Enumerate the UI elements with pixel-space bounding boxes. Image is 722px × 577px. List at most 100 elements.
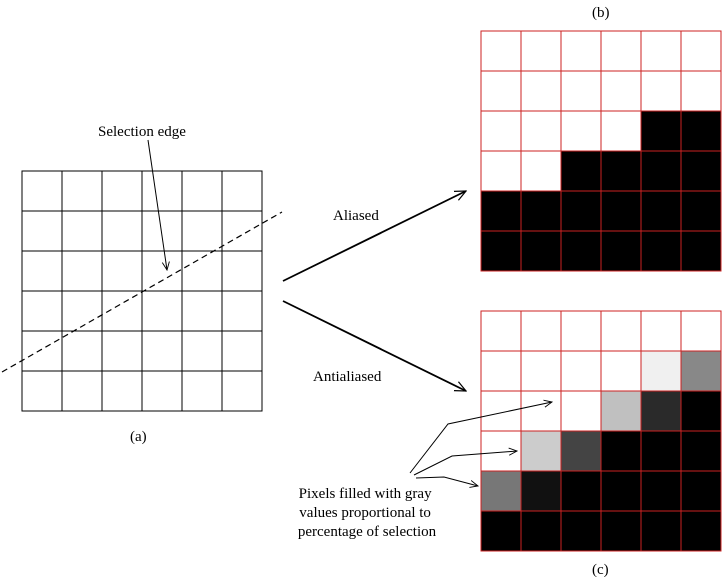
- antialiased-cell-r3c2: [560, 430, 602, 472]
- antialiased-cell-r3c4: [640, 430, 682, 472]
- antialiased-cell-r2c2: [560, 390, 602, 432]
- label-b: (b): [592, 5, 610, 21]
- gray-pixel-pointers: [409, 402, 552, 486]
- aliased-cell-r5c4: [640, 230, 682, 272]
- aliased-cell-r5c5: [680, 230, 722, 272]
- source-cell-r2c5: [221, 250, 263, 292]
- aliased-cell-r3c5: [680, 150, 722, 192]
- antialiased-cell-r4c5: [680, 470, 722, 512]
- antialiased-cell-r0c3: [600, 310, 642, 352]
- source-cell-r4c1: [61, 330, 103, 372]
- antialiased-cell-r2c4: [640, 390, 682, 432]
- aliased-cell-r5c1: [520, 230, 562, 272]
- pointer-to-row5: [415, 476, 478, 486]
- aliased-cell-r0c2: [560, 30, 602, 72]
- source-cell-r0c0: [21, 170, 63, 212]
- pixels-note-line1: Pixels filled with gray: [299, 486, 432, 502]
- source-cell-r2c2: [101, 250, 143, 292]
- antialiased-cell-r3c1: [520, 430, 562, 472]
- antialiased-arrow: [282, 300, 466, 392]
- source-cell-r5c2: [101, 370, 143, 412]
- aliased-cell-r3c1: [520, 150, 562, 192]
- source-cell-r1c4: [181, 210, 223, 252]
- aliased-cell-r3c3: [600, 150, 642, 192]
- aliased-pixel-grid: [480, 30, 722, 272]
- antialiased-cell-r2c0: [480, 390, 522, 432]
- aliased-arrow: [282, 190, 466, 282]
- aliased-cell-r2c3: [600, 110, 642, 152]
- aliased-cell-r3c4: [640, 150, 682, 192]
- antialiased-cell-r1c2: [560, 350, 602, 392]
- antialiased-cell-r4c0: [480, 470, 522, 512]
- source-cell-r0c5: [221, 170, 263, 212]
- aliased-cell-r2c4: [640, 110, 682, 152]
- antialiased-cell-r4c4: [640, 470, 682, 512]
- antialiased-cell-r5c2: [560, 510, 602, 552]
- antialiased-cell-r5c1: [520, 510, 562, 552]
- source-cell-r1c0: [21, 210, 63, 252]
- antialiased-pixel-grid: [480, 310, 722, 552]
- antialiased-cell-r0c0: [480, 310, 522, 352]
- aliased-cell-r4c5: [680, 190, 722, 232]
- aliased-cell-r3c2: [560, 150, 602, 192]
- selection-edge-label: Selection edge: [98, 124, 186, 140]
- antialiased-cell-r2c3: [600, 390, 642, 432]
- source-cell-r3c0: [21, 290, 63, 332]
- antialiased-cell-r5c3: [600, 510, 642, 552]
- source-cell-r5c4: [181, 370, 223, 412]
- source-cell-r1c2: [101, 210, 143, 252]
- antialiased-cell-r3c5: [680, 430, 722, 472]
- antialiased-cell-r2c5: [680, 390, 722, 432]
- label-a: (a): [130, 429, 147, 445]
- aliased-cell-r0c0: [480, 30, 522, 72]
- antialiased-cell-r0c1: [520, 310, 562, 352]
- aliased-cell-r2c0: [480, 110, 522, 152]
- antialiased-cell-r4c3: [600, 470, 642, 512]
- aliased-cell-r1c0: [480, 70, 522, 112]
- aliased-cell-r4c2: [560, 190, 602, 232]
- source-cell-r4c5: [221, 330, 263, 372]
- antialiased-cell-r5c4: [640, 510, 682, 552]
- source-cell-r5c3: [141, 370, 183, 412]
- label-c: (c): [592, 562, 609, 577]
- antialiased-cell-r3c3: [600, 430, 642, 472]
- source-cell-r0c1: [61, 170, 103, 212]
- aliased-cell-r0c1: [520, 30, 562, 72]
- antialiased-cell-r1c3: [600, 350, 642, 392]
- source-cell-r1c3: [141, 210, 183, 252]
- aliased-cell-r1c2: [560, 70, 602, 112]
- aliased-cell-r0c4: [640, 30, 682, 72]
- antialiased-cell-r0c4: [640, 310, 682, 352]
- antialiased-cell-r0c5: [680, 310, 722, 352]
- selection-edge-line: [1, 211, 283, 373]
- pointer-to-row3: [409, 402, 552, 474]
- aliased-cell-r2c5: [680, 110, 722, 152]
- pixels-note-line3: percentage of selection: [298, 524, 437, 540]
- aliased-cell-r0c5: [680, 30, 722, 72]
- antialiased-cell-r0c2: [560, 310, 602, 352]
- source-cell-r2c1: [61, 250, 103, 292]
- source-cell-r4c2: [101, 330, 143, 372]
- source-cell-r1c5: [221, 210, 263, 252]
- aliased-cell-r0c3: [600, 30, 642, 72]
- antialiased-cell-r1c4: [640, 350, 682, 392]
- source-cell-r1c1: [61, 210, 103, 252]
- pixels-note: Pixels filled with gray values proportio…: [298, 486, 437, 540]
- antialiased-cell-r4c2: [560, 470, 602, 512]
- pointer-to-row4: [413, 451, 517, 476]
- source-cell-r4c0: [21, 330, 63, 372]
- source-cell-r2c0: [21, 250, 63, 292]
- aliased-cell-r4c1: [520, 190, 562, 232]
- source-cell-r5c0: [21, 370, 63, 412]
- source-cell-r3c3: [141, 290, 183, 332]
- pixels-note-line2: values proportional to: [299, 505, 431, 521]
- selection-edge-pointer: [147, 139, 167, 270]
- aliased-cell-r2c2: [560, 110, 602, 152]
- source-cell-r4c3: [141, 330, 183, 372]
- source-cell-r3c1: [61, 290, 103, 332]
- source-cell-r0c4: [181, 170, 223, 212]
- source-cell-r0c3: [141, 170, 183, 212]
- source-cell-r0c2: [101, 170, 143, 212]
- source-cell-r2c3: [141, 250, 183, 292]
